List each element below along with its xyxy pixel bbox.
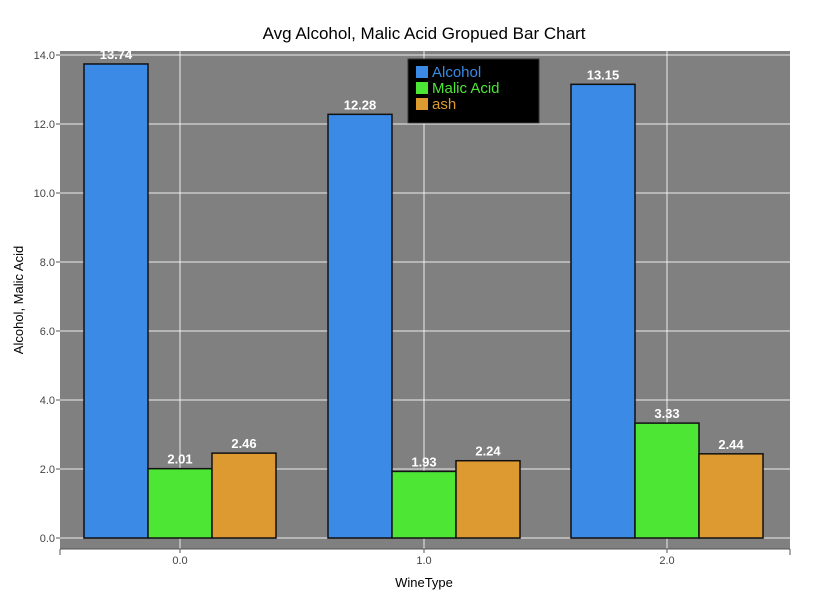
data-label: 12.28 bbox=[344, 97, 377, 112]
legend-swatch bbox=[416, 98, 428, 110]
y-tick-label: 4.0 bbox=[40, 395, 55, 407]
legend-entry: Alcohol bbox=[432, 64, 481, 81]
x-tick-label: 0.0 bbox=[172, 555, 187, 567]
bar bbox=[327, 113, 393, 539]
bar bbox=[147, 467, 213, 539]
data-label: 3.33 bbox=[654, 406, 679, 421]
data-label: 2.24 bbox=[475, 444, 501, 459]
axes: 0.0 2.0 4.0 6.0 8.0 10.0 12.0 14.0 0.0 1.0 2.0 bbox=[34, 50, 791, 567]
x-tick-label: 1.0 bbox=[416, 555, 431, 567]
legend-entry: Malic Acid bbox=[432, 80, 500, 97]
data-label: 1.93 bbox=[411, 454, 436, 469]
data-label: 2.44 bbox=[718, 437, 744, 452]
y-axis-label: Alcohol, Malic Acid bbox=[11, 246, 26, 354]
y-tick-label: 14.0 bbox=[34, 50, 55, 62]
data-label: 2.01 bbox=[167, 452, 192, 467]
y-tick-label: 10.0 bbox=[34, 188, 55, 200]
bar bbox=[211, 452, 277, 539]
data-labels: 13.74 2.01 2.46 12.28 1.93 2.24 13.15 3.33 2.44 bbox=[100, 47, 745, 469]
bar bbox=[391, 470, 457, 539]
data-label: 13.74 bbox=[100, 47, 133, 62]
bar bbox=[83, 63, 149, 539]
x-tick-label: 2.0 bbox=[659, 555, 674, 567]
y-tick-label: 2.0 bbox=[40, 464, 55, 476]
chart-title: Avg Alcohol, Malic Acid Gropued Bar Char… bbox=[263, 24, 586, 43]
legend-box bbox=[407, 58, 540, 124]
bar bbox=[634, 422, 700, 539]
y-tick-label: 8.0 bbox=[40, 257, 55, 269]
y-tick-label: 12.0 bbox=[34, 119, 55, 131]
legend-swatch bbox=[416, 66, 428, 78]
y-tick-label: 6.0 bbox=[40, 326, 55, 338]
data-label: 13.15 bbox=[587, 67, 620, 82]
x-axis-label: WineType bbox=[395, 575, 453, 590]
legend-swatch bbox=[416, 82, 428, 94]
bars bbox=[83, 63, 764, 539]
legend-entry: ash bbox=[432, 96, 456, 113]
data-label: 2.46 bbox=[231, 436, 256, 451]
bar bbox=[570, 83, 636, 539]
bar bbox=[455, 459, 521, 539]
y-tick-label: 0.0 bbox=[40, 533, 55, 545]
bar bbox=[698, 453, 764, 539]
